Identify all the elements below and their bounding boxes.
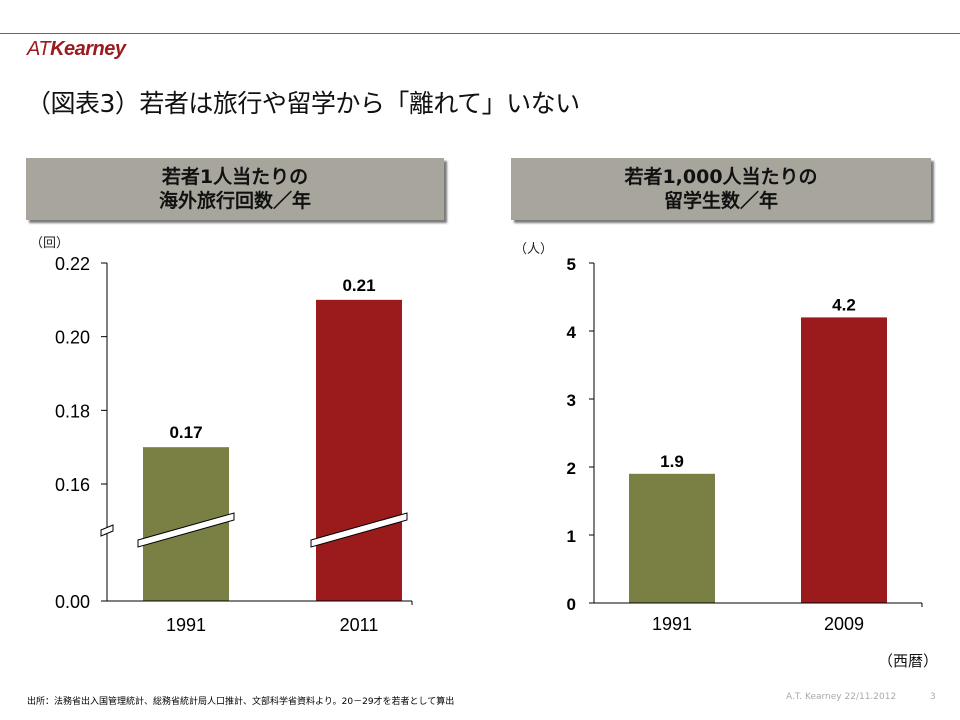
right-chart-title-line1: 若者1,000人当たりの <box>624 166 818 188</box>
axis-break-mark <box>137 512 235 548</box>
left-chart-title-line2: 海外旅行回数／年 <box>158 190 311 212</box>
left-bar-2011 <box>316 299 402 601</box>
left-y-tick-label: 0.20 <box>55 328 90 348</box>
left-y-tick-label: 0.00 <box>55 592 90 612</box>
left-x-tick-2011: 2011 <box>340 615 379 635</box>
logo-kearney: Kearney <box>50 38 126 60</box>
right-x-tick-2009: 2009 <box>824 614 864 634</box>
right-y-unit: （人） <box>514 242 554 257</box>
right-y-tick-label: 5 <box>567 255 576 274</box>
left-y-tick-label: 0.22 <box>55 254 90 274</box>
y-axis-break-mark <box>100 524 114 537</box>
right-bar-label-1991: 1.9 <box>660 452 684 471</box>
right-bar-1991 <box>629 473 715 603</box>
right-x-unit: （西暦） <box>878 652 939 670</box>
left-bar-label-1991: 0.17 <box>169 423 202 442</box>
left-y-unit: （回） <box>30 236 70 251</box>
header-divider <box>0 33 960 34</box>
page-number: 3 <box>930 692 936 702</box>
left-x-tick-1991: 1991 <box>166 615 206 635</box>
logo-at: AT <box>27 38 51 60</box>
right-y-tick-label: 3 <box>567 391 576 410</box>
right-chart-title-line2: 留学生数／年 <box>663 190 778 212</box>
source-note: 出所：法務省出入国管理統計、総務省統計局人口推計、文部科学省資料より。20－29… <box>27 697 455 707</box>
left-chart-header: 若者1人当たりの 海外旅行回数／年 <box>26 158 444 220</box>
right-bar-2009 <box>801 317 887 603</box>
slide-title: （図表3）若者は旅行や留学から「離れて」いない <box>26 89 580 118</box>
right-bar-label-2009: 4.2 <box>832 295 856 314</box>
company-logo: ATKearney <box>27 38 126 61</box>
left-y-tick-label: 0.16 <box>55 475 90 495</box>
left-bar-label-2011: 0.21 <box>342 276 375 295</box>
left-y-tick-label: 0.18 <box>55 401 90 421</box>
axis-break-mark <box>310 512 408 548</box>
right-y-tick-label: 4 <box>567 323 577 342</box>
right-y-tick-label: 2 <box>567 459 576 478</box>
right-y-tick-label: 0 <box>567 595 576 614</box>
footer-company-date: A.T. Kearney 22/11.2012 <box>786 692 897 702</box>
right-chart-header: 若者1,000人当たりの 留学生数／年 <box>511 158 931 220</box>
left-chart-title-line1: 若者1人当たりの <box>161 166 309 188</box>
right-y-tick-label: 1 <box>567 527 576 546</box>
right-x-tick-1991: 1991 <box>652 614 692 634</box>
